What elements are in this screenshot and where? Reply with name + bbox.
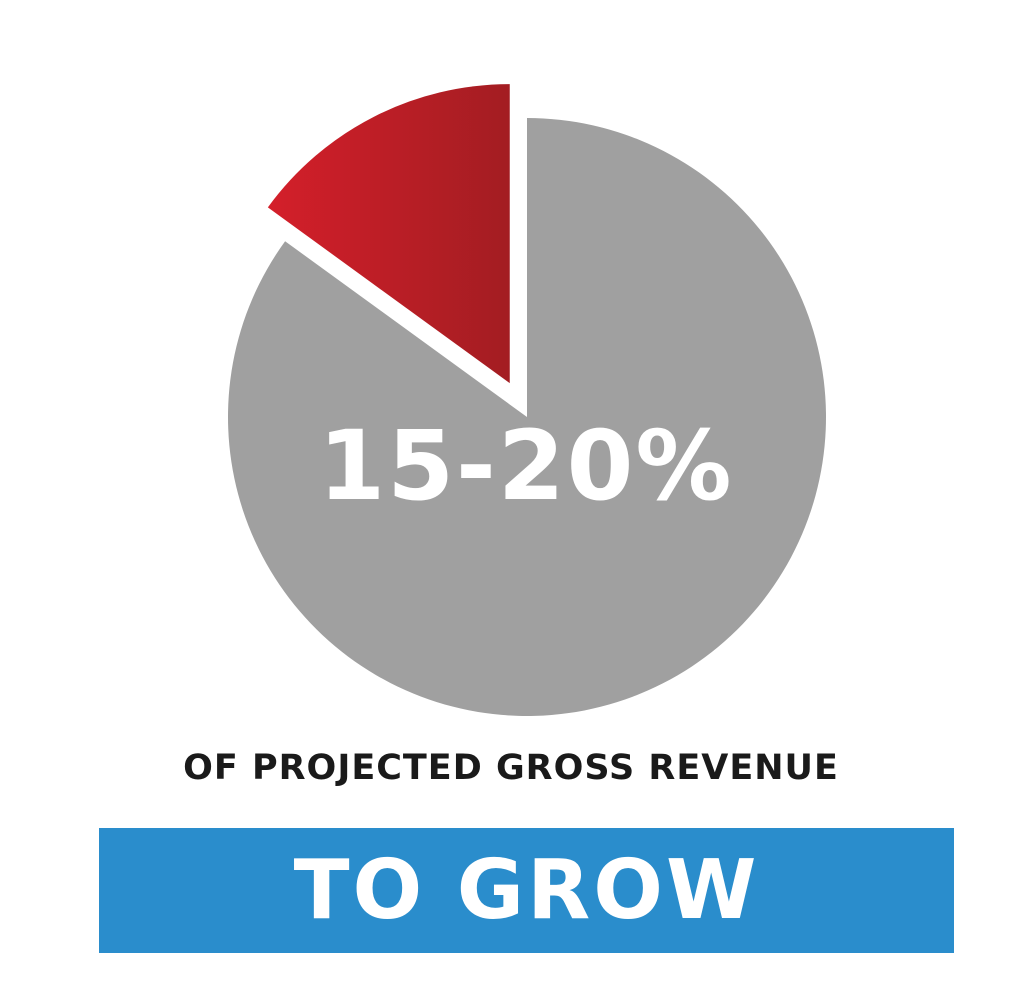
pie-slice-remainder xyxy=(227,118,826,716)
chart-caption: OF PROJECTED GROSS REVENUE xyxy=(183,748,839,788)
pie-slice-highlight xyxy=(267,84,510,384)
pie-center-label: 15-20% xyxy=(318,410,734,522)
pie-chart xyxy=(227,84,826,716)
banner-text: TO GROW xyxy=(293,842,760,938)
banner: TO GROW xyxy=(99,828,954,953)
